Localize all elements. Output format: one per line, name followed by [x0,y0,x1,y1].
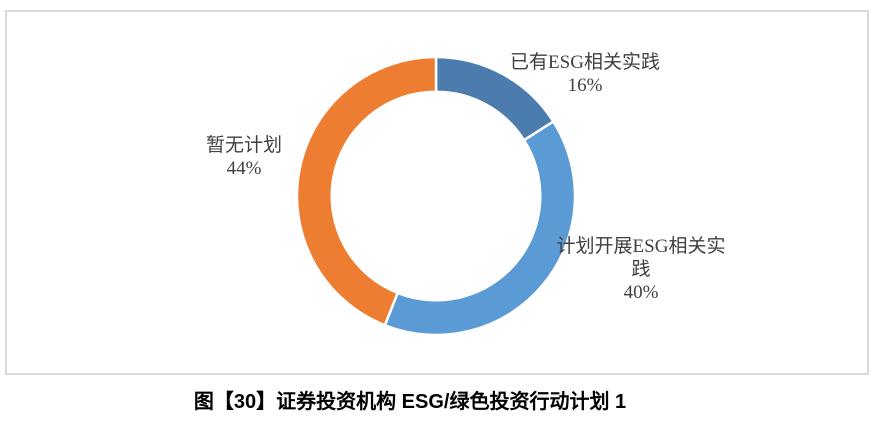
data-label-no-plan: 暂无计划 44% [206,134,282,180]
chart-caption: 图【30】证券投资机构 ESG/绿色投资行动计划 1 [193,391,627,413]
data-label-category-text: 暂无计划 [205,135,283,156]
data-label-percent-text: 40% [623,282,659,303]
data-label-percent-text: 16% [567,75,603,96]
data-label-percent-text: 44% [226,158,262,179]
donut-segment-2 [295,55,438,327]
donut-segment-1 [383,120,577,337]
data-label-already-esg: 已有ESG相关实践 16% [510,51,660,97]
data-label-category-text: 计划开展ESG相关实 [556,236,726,257]
data-label-category-text: 已有ESG相关实践 [510,52,660,73]
data-label-category-text-wrap: 践 [631,259,651,280]
data-label-plan-esg: 计划开展ESG相关实 践 40% [557,235,726,304]
